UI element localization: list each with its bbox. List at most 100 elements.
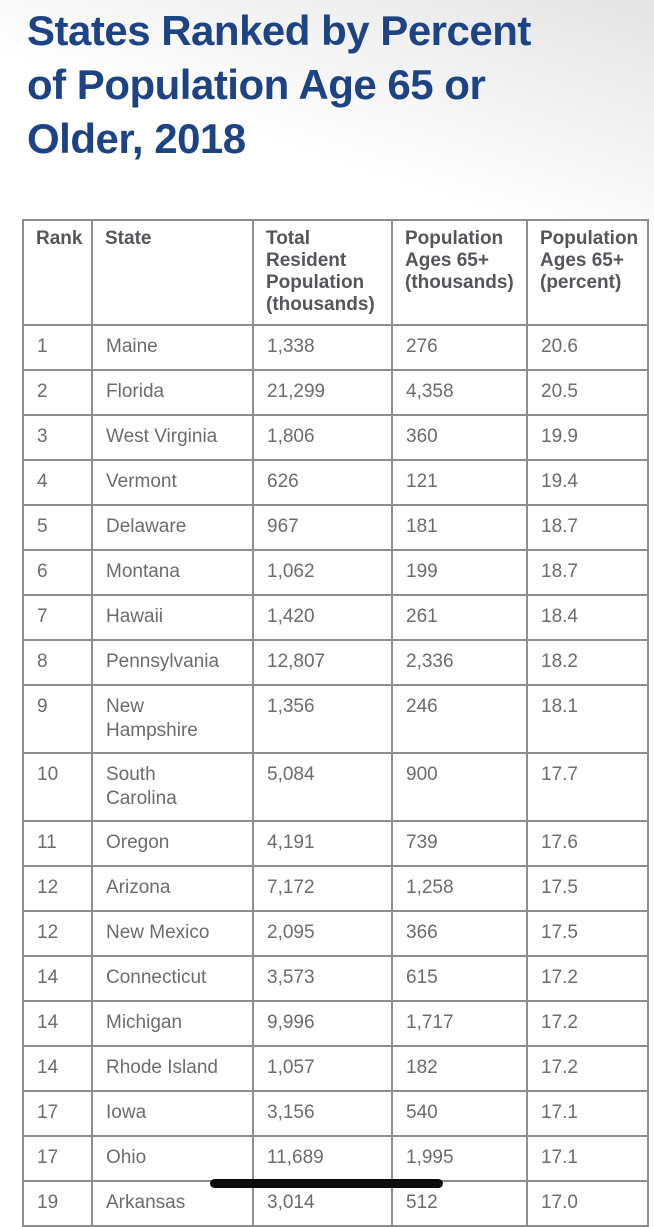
column-header-state: State [91,219,254,326]
cell-pop_65_plus: 199 [391,549,528,596]
cell-total_population: 12,807 [252,639,393,686]
cell-rank: 12 [22,865,93,912]
cell-total_population: 9,996 [252,1000,393,1047]
cell-total_population: 7,172 [252,865,393,912]
cell-total_population: 3,573 [252,955,393,1002]
table-row: 14 Michigan 9,996 1,717 17.2 [22,1000,649,1047]
cell-state: Ohio [91,1135,254,1182]
table-row: 12 Arizona 7,172 1,258 17.5 [22,865,649,912]
cell-total_population: 21,299 [252,369,393,416]
table-row: 14 Connecticut 3,573 615 17.2 [22,955,649,1002]
cell-rank: 7 [22,594,93,641]
cell-total_population: 5,084 [252,752,393,822]
cell-rank: 8 [22,639,93,686]
cell-rank: 3 [22,414,93,461]
cell-state: Arizona [91,865,254,912]
table-row: 17 Ohio 11,689 1,995 17.1 [22,1135,649,1182]
cell-state: Iowa [91,1090,254,1137]
table-row: 2 Florida 21,299 4,358 20.5 [22,369,649,416]
cell-state: Montana [91,549,254,596]
cell-pct_65_plus: 17.7 [526,752,649,822]
cell-pct_65_plus: 19.9 [526,414,649,461]
cell-rank: 4 [22,459,93,506]
table-row: 1 Maine 1,338 276 20.6 [22,324,649,371]
cell-pop_65_plus: 360 [391,414,528,461]
cell-rank: 12 [22,910,93,957]
cell-total_population: 11,689 [252,1135,393,1182]
table-row: 4 Vermont 626 121 19.4 [22,459,649,506]
cell-state: Pennsylvania [91,639,254,686]
cell-total_population: 967 [252,504,393,551]
cell-rank: 2 [22,369,93,416]
cell-pop_65_plus: 261 [391,594,528,641]
cell-pct_65_plus: 19.4 [526,459,649,506]
cell-total_population: 1,420 [252,594,393,641]
cell-rank: 6 [22,549,93,596]
cell-state: Maine [91,324,254,371]
home-indicator-bar[interactable] [210,1179,443,1188]
cell-rank: 17 [22,1135,93,1182]
column-header-rank: Rank [22,219,93,326]
cell-rank: 17 [22,1090,93,1137]
cell-pct_65_plus: 17.2 [526,1045,649,1092]
cell-pop_65_plus: 540 [391,1090,528,1137]
cell-pct_65_plus: 17.5 [526,865,649,912]
cell-pop_65_plus: 276 [391,324,528,371]
table-row: 14 Rhode Island 1,057 182 17.2 [22,1045,649,1092]
cell-pct_65_plus: 18.7 [526,504,649,551]
cell-rank: 14 [22,1045,93,1092]
cell-total_population: 1,062 [252,549,393,596]
cell-state: Rhode Island [91,1045,254,1092]
table-row: 8 Pennsylvania 12,807 2,336 18.2 [22,639,649,686]
cell-pop_65_plus: 246 [391,684,528,754]
cell-pct_65_plus: 17.1 [526,1135,649,1182]
cell-state: New Mexico [91,910,254,957]
column-header-total_population: Total Resident Population (thousands) [252,219,393,326]
cell-pct_65_plus: 17.1 [526,1090,649,1137]
cell-pct_65_plus: 18.7 [526,549,649,596]
cell-pct_65_plus: 18.1 [526,684,649,754]
cell-pct_65_plus: 17.5 [526,910,649,957]
cell-pop_65_plus: 4,358 [391,369,528,416]
cell-total_population: 1,356 [252,684,393,754]
cell-pct_65_plus: 20.5 [526,369,649,416]
cell-rank: 14 [22,1000,93,1047]
table-row: 9 New Hampshire 1,356 246 18.1 [22,684,649,754]
cell-rank: 10 [22,752,93,822]
cell-state: Michigan [91,1000,254,1047]
cell-pct_65_plus: 17.6 [526,820,649,867]
cell-rank: 14 [22,955,93,1002]
states-ranked-table: Rank State Total Resident Population (thou… [22,219,649,1227]
cell-pop_65_plus: 182 [391,1045,528,1092]
cell-state: Florida [91,369,254,416]
cell-rank: 11 [22,820,93,867]
page-title-line: Older, 2018 [27,115,246,162]
table-row: 11 Oregon 4,191 739 17.6 [22,820,649,867]
cell-rank: 1 [22,324,93,371]
cell-pop_65_plus: 615 [391,955,528,1002]
cell-total_population: 3,156 [252,1090,393,1137]
cell-pct_65_plus: 20.6 [526,324,649,371]
table-row: 12 New Mexico 2,095 366 17.5 [22,910,649,957]
cell-rank: 5 [22,504,93,551]
cell-total_population: 1,057 [252,1045,393,1092]
page-title-line: of Population Age 65 or [27,61,486,108]
table-row: 3 West Virginia 1,806 360 19.9 [22,414,649,461]
cell-state: Connecticut [91,955,254,1002]
cell-state: South Carolina [91,752,254,822]
cell-pop_65_plus: 1,258 [391,865,528,912]
cell-pop_65_plus: 900 [391,752,528,822]
cell-pct_65_plus: 18.2 [526,639,649,686]
cell-rank: 19 [22,1180,93,1227]
cell-state: New Hampshire [91,684,254,754]
cell-pop_65_plus: 121 [391,459,528,506]
cell-total_population: 4,191 [252,820,393,867]
table-row: 7 Hawaii 1,420 261 18.4 [22,594,649,641]
cell-pop_65_plus: 1,717 [391,1000,528,1047]
cell-pct_65_plus: 17.2 [526,955,649,1002]
cell-total_population: 626 [252,459,393,506]
column-header-pop_65_plus: Population Ages 65+ (thousands) [391,219,528,326]
table-row: 5 Delaware 967 181 18.7 [22,504,649,551]
table-row: 6 Montana 1,062 199 18.7 [22,549,649,596]
cell-pct_65_plus: 17.0 [526,1180,649,1227]
